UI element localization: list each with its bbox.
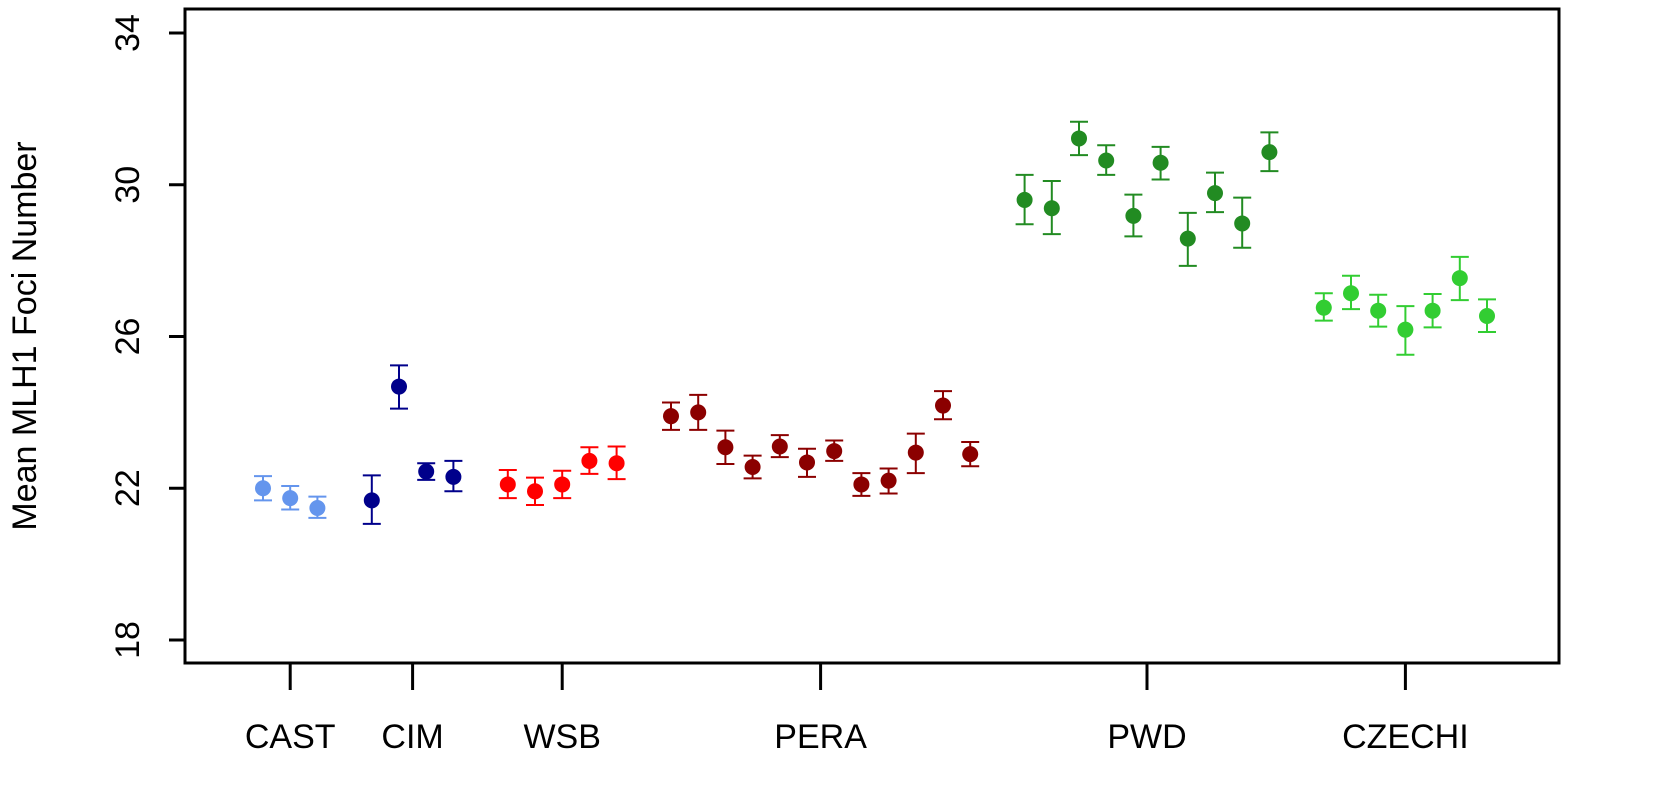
data-point xyxy=(717,439,734,456)
x-group-label: PWD xyxy=(1107,718,1186,756)
data-point xyxy=(608,455,625,472)
data-point xyxy=(309,499,326,516)
data-point xyxy=(1071,130,1087,147)
data-point xyxy=(1451,270,1468,287)
data-point xyxy=(1424,302,1441,319)
y-axis: 18 22 26 30 34 xyxy=(109,14,185,659)
x-group-label: PERA xyxy=(774,718,867,756)
data-point xyxy=(853,476,870,493)
data-point xyxy=(1343,285,1359,302)
data-point xyxy=(826,443,843,460)
data-point xyxy=(1370,302,1387,319)
data-point xyxy=(1016,191,1033,208)
y-axis-title: Mean MLH1 Foci Number xyxy=(6,141,44,530)
x-axis: CAST CIM WSB PERA PWD CZECHI xyxy=(245,663,1469,756)
y-tick-label: 34 xyxy=(109,14,147,52)
data-point xyxy=(690,404,707,421)
data-point xyxy=(1152,154,1169,171)
y-tick-label: 22 xyxy=(109,469,147,507)
data-point xyxy=(935,397,951,414)
data-point xyxy=(771,438,788,455)
data-points xyxy=(254,120,1496,525)
data-point xyxy=(907,444,924,461)
x-group-label: CIM xyxy=(381,718,443,756)
y-tick-label: 30 xyxy=(109,166,147,204)
data-point xyxy=(1261,144,1278,161)
data-point xyxy=(445,468,462,485)
data-point xyxy=(581,452,598,469)
data-point xyxy=(1397,321,1414,338)
y-tick-label: 18 xyxy=(109,621,147,659)
data-point xyxy=(663,408,679,425)
data-point xyxy=(1207,185,1223,202)
data-point xyxy=(1179,230,1196,247)
data-point xyxy=(962,446,979,463)
data-point xyxy=(1479,308,1495,325)
y-tick-label: 26 xyxy=(109,318,147,356)
data-point xyxy=(391,378,407,395)
data-point xyxy=(255,480,271,497)
data-point xyxy=(1125,207,1142,224)
plot-frame xyxy=(183,7,1561,665)
data-point xyxy=(880,472,897,489)
data-point xyxy=(527,483,543,500)
data-point xyxy=(499,476,516,493)
x-group-label: CAST xyxy=(245,718,336,756)
data-point xyxy=(1043,200,1060,217)
x-group-label: WSB xyxy=(523,718,600,756)
data-point xyxy=(363,492,380,509)
data-point xyxy=(799,454,815,471)
data-point xyxy=(282,490,299,507)
data-point xyxy=(1098,152,1115,169)
x-group-label: CZECHI xyxy=(1342,718,1469,756)
data-point xyxy=(1234,215,1251,232)
data-point xyxy=(554,476,571,493)
data-point xyxy=(1315,299,1332,316)
data-point xyxy=(418,463,435,480)
data-point xyxy=(744,459,761,476)
